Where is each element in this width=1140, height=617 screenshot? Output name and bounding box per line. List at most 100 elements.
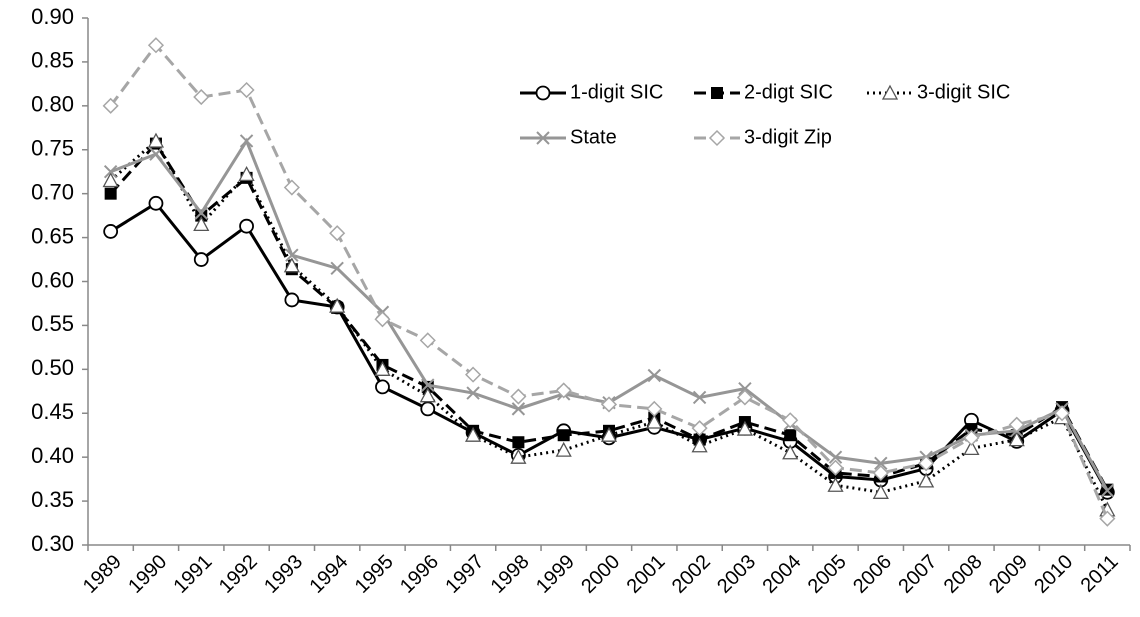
marker [104,187,117,200]
marker [239,134,254,148]
x-tick-label: 2005 [804,551,851,598]
marker [421,378,435,392]
marker [148,195,164,211]
marker [283,179,300,196]
y-tick-label: 0.75 [31,136,74,161]
x-tick-label: 2004 [758,551,805,598]
x-tick-label: 2010 [1030,551,1077,598]
marker [374,311,391,328]
marker [736,389,753,406]
legend-label: 3-digit Zip [744,126,832,148]
legend-label: State [570,126,617,148]
marker [510,388,527,405]
y-tick-label: 0.50 [31,355,74,380]
marker [600,396,618,413]
marker [738,381,752,396]
y-tick-label: 0.45 [31,399,74,424]
marker [103,224,119,239]
x-tick-label: 1993 [260,551,307,598]
marker [238,81,255,99]
marker [646,400,663,417]
marker [195,209,208,222]
marker [647,368,662,383]
marker [102,172,119,188]
x-tick-label: 2001 [623,551,670,598]
y-tick-label: 0.35 [31,487,74,512]
line [109,138,1109,511]
marker [918,455,935,472]
marker [1008,431,1025,447]
x-tick-label: 2006 [849,551,896,598]
x-tick-label: 1989 [79,551,126,598]
marker [238,165,255,181]
marker [149,147,163,161]
marker [285,248,299,262]
marker [375,379,390,395]
marker [691,420,708,437]
x-tick-label: 1990 [124,551,171,598]
marker [828,450,843,464]
marker [784,429,797,442]
marker [711,87,723,99]
marker [963,429,980,446]
marker [827,476,844,492]
marker [330,261,344,276]
legend-label: 2-digt SIC [744,81,833,103]
line [109,201,1109,494]
x-tick-label: 1997 [441,551,488,598]
marker [827,459,844,476]
marker [147,37,165,54]
marker [872,464,889,482]
legend-label: 1-digit SIC [570,81,663,103]
marker [692,390,707,405]
marker [600,426,618,442]
x-tick-label: 1992 [215,551,262,598]
marker [329,225,346,242]
marker [193,88,210,106]
x-tick-label: 1999 [532,551,579,598]
marker [555,441,572,457]
marker [466,386,480,400]
marker [510,448,527,464]
marker [465,366,482,383]
marker [419,332,436,349]
y-tick-label: 0.60 [31,267,74,292]
legend-entry: State [520,126,617,148]
marker [419,387,436,403]
legend-label: 3-digit SIC [917,81,1010,103]
marker [535,85,551,101]
marker [708,129,726,147]
marker [646,413,663,429]
marker [102,97,119,114]
marker [193,252,209,267]
marker [782,412,799,429]
x-tick-label: 1996 [396,551,443,598]
legend-entry: 1-digit SIC [520,81,663,103]
marker [420,401,436,417]
x-tick-label: 1991 [170,551,217,598]
y-tick-label: 0.40 [31,443,74,468]
x-tick-label: 1998 [487,551,534,598]
legend-entry: 2-digt SIC [694,81,833,103]
marker [103,165,118,179]
series [102,37,1116,527]
legend-entry: 3-digit Zip [694,126,832,148]
marker [421,380,434,393]
marker [691,437,708,453]
marker [284,292,300,308]
marker [736,420,754,436]
marker [329,297,346,313]
marker [1099,510,1116,527]
marker [874,456,888,471]
marker [872,483,889,499]
y-tick-label: 0.65 [31,223,74,248]
marker [536,131,550,145]
marker [464,426,482,442]
y-tick-label: 0.85 [31,48,74,73]
x-tick-label: 2009 [985,551,1032,598]
marker [1008,416,1025,433]
marker [557,429,570,442]
y-tick-label: 0.90 [31,4,74,29]
marker [555,382,572,399]
